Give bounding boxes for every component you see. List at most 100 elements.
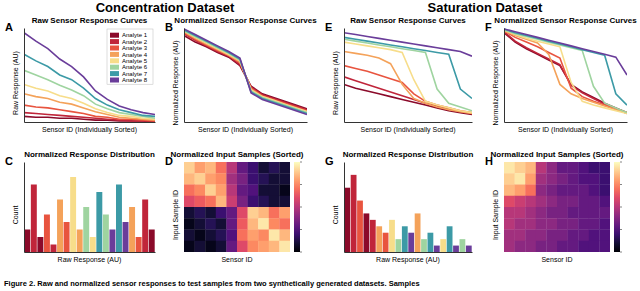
heatmap-cell xyxy=(226,196,237,208)
heatmap-cell xyxy=(536,196,547,208)
heatmap-cell xyxy=(205,207,216,219)
histogram-bar xyxy=(37,237,43,252)
heatmap-cell xyxy=(195,173,206,185)
heatmap-cell xyxy=(546,162,557,174)
plot-area xyxy=(184,162,290,252)
heatmap-cell xyxy=(184,196,195,208)
x-axis-title: Raw Response (AU) xyxy=(376,256,440,264)
plot-area xyxy=(504,162,610,252)
plot-area xyxy=(504,29,627,114)
heatmap-cell xyxy=(546,173,557,185)
heatmap-cell xyxy=(226,241,237,252)
heatmap-cell xyxy=(568,162,579,174)
heatmap-cell xyxy=(578,207,589,219)
heatmap-cell xyxy=(504,218,515,230)
heatmap-cell xyxy=(258,173,269,185)
heatmap-cell xyxy=(568,241,579,252)
plot-area xyxy=(24,177,154,252)
y-axis-line xyxy=(504,29,505,123)
colorbar-tick xyxy=(620,229,622,230)
heatmap-cell xyxy=(557,218,568,230)
heatmap-cell xyxy=(258,196,269,208)
colorbar-tick xyxy=(300,207,302,208)
heatmap-cell xyxy=(546,207,557,219)
heatmap-cell xyxy=(195,162,206,174)
series-line xyxy=(184,33,307,111)
histogram-bar xyxy=(402,226,408,252)
heatmap-cell xyxy=(184,173,195,185)
legend-swatch xyxy=(110,65,119,70)
heatmap-cell xyxy=(226,162,237,174)
histogram-bar xyxy=(383,233,389,252)
heatmap-cell xyxy=(269,218,280,230)
heatmap-cell xyxy=(578,218,589,230)
x-axis xyxy=(505,122,628,123)
heatmap-cell xyxy=(269,207,280,219)
series-line xyxy=(184,34,307,110)
y-axis-title: Raw Response (AU) xyxy=(12,51,20,115)
histogram-bar xyxy=(109,230,115,253)
heatmap-cell xyxy=(237,207,248,219)
heatmap-cell xyxy=(504,230,515,242)
heatmap-cell xyxy=(248,218,259,230)
heatmap-cell xyxy=(269,162,280,174)
heatmap-cell xyxy=(269,196,280,208)
heatmap-cell xyxy=(536,241,547,252)
heatmap-cell xyxy=(515,230,526,242)
y-axis xyxy=(184,29,185,123)
heatmap-cell xyxy=(279,185,290,197)
legend-label: Analyte 7 xyxy=(122,71,148,77)
y-axis-line xyxy=(344,29,345,123)
heatmap-cell xyxy=(578,241,589,252)
heatmap-cell xyxy=(578,162,589,174)
x-axis-title: Sensor ID (Individually Sorted) xyxy=(518,126,613,134)
histogram-bar xyxy=(51,245,57,253)
histogram-bar xyxy=(364,213,370,252)
heatmap-cell xyxy=(525,207,536,219)
x-axis-line xyxy=(185,122,308,123)
panel-letter: G xyxy=(325,155,334,167)
heatmap-cell xyxy=(546,185,557,197)
heatmap-cell xyxy=(536,207,547,219)
heatmap-cell xyxy=(589,230,600,242)
heatmap-cell xyxy=(599,241,610,252)
heatmap-cell xyxy=(205,196,216,208)
heatmap-cell xyxy=(195,230,206,242)
series-line xyxy=(184,29,307,115)
heatmap-cell xyxy=(536,230,547,242)
legend-label: Analyte 8 xyxy=(122,77,148,83)
heatmap-cell xyxy=(216,207,227,219)
colorbar xyxy=(294,162,300,252)
heatmap-cell xyxy=(258,185,269,197)
histogram-bar xyxy=(396,239,402,252)
heatmap-cell xyxy=(546,196,557,208)
heatmap-cell xyxy=(557,173,568,185)
heatmap-cell xyxy=(205,173,216,185)
heatmap-cell xyxy=(184,185,195,197)
heatmap-cell xyxy=(258,162,269,174)
histogram-bar xyxy=(447,226,453,252)
heatmap-cell xyxy=(237,230,248,242)
histogram-bar xyxy=(90,237,96,252)
panel-title: Raw Sensor Response Curves xyxy=(32,16,148,25)
panel-title: Raw Sensor Response Curves xyxy=(350,16,466,25)
heatmap-cell xyxy=(557,185,568,197)
heatmap-cell xyxy=(248,207,259,219)
y-axis xyxy=(504,29,505,123)
legend-label: Analyte 3 xyxy=(122,45,148,51)
heatmap-cell xyxy=(237,218,248,230)
heatmap-cell xyxy=(504,207,515,219)
heatmap-cell xyxy=(599,173,610,185)
legend: Analyte 1Analyte 2Analyte 3Analyte 4Anal… xyxy=(107,29,153,84)
x-axis-line xyxy=(25,122,156,123)
plot-area xyxy=(184,29,307,115)
heatmap-cell xyxy=(568,173,579,185)
heatmap-cell xyxy=(515,173,526,185)
heatmap-cell xyxy=(515,185,526,197)
series-line xyxy=(504,29,627,105)
histogram-bar xyxy=(64,222,70,252)
y-axis-line xyxy=(344,163,345,253)
histogram-bar xyxy=(77,230,83,253)
heatmap-cell xyxy=(216,241,227,252)
histogram-bar xyxy=(370,220,376,252)
